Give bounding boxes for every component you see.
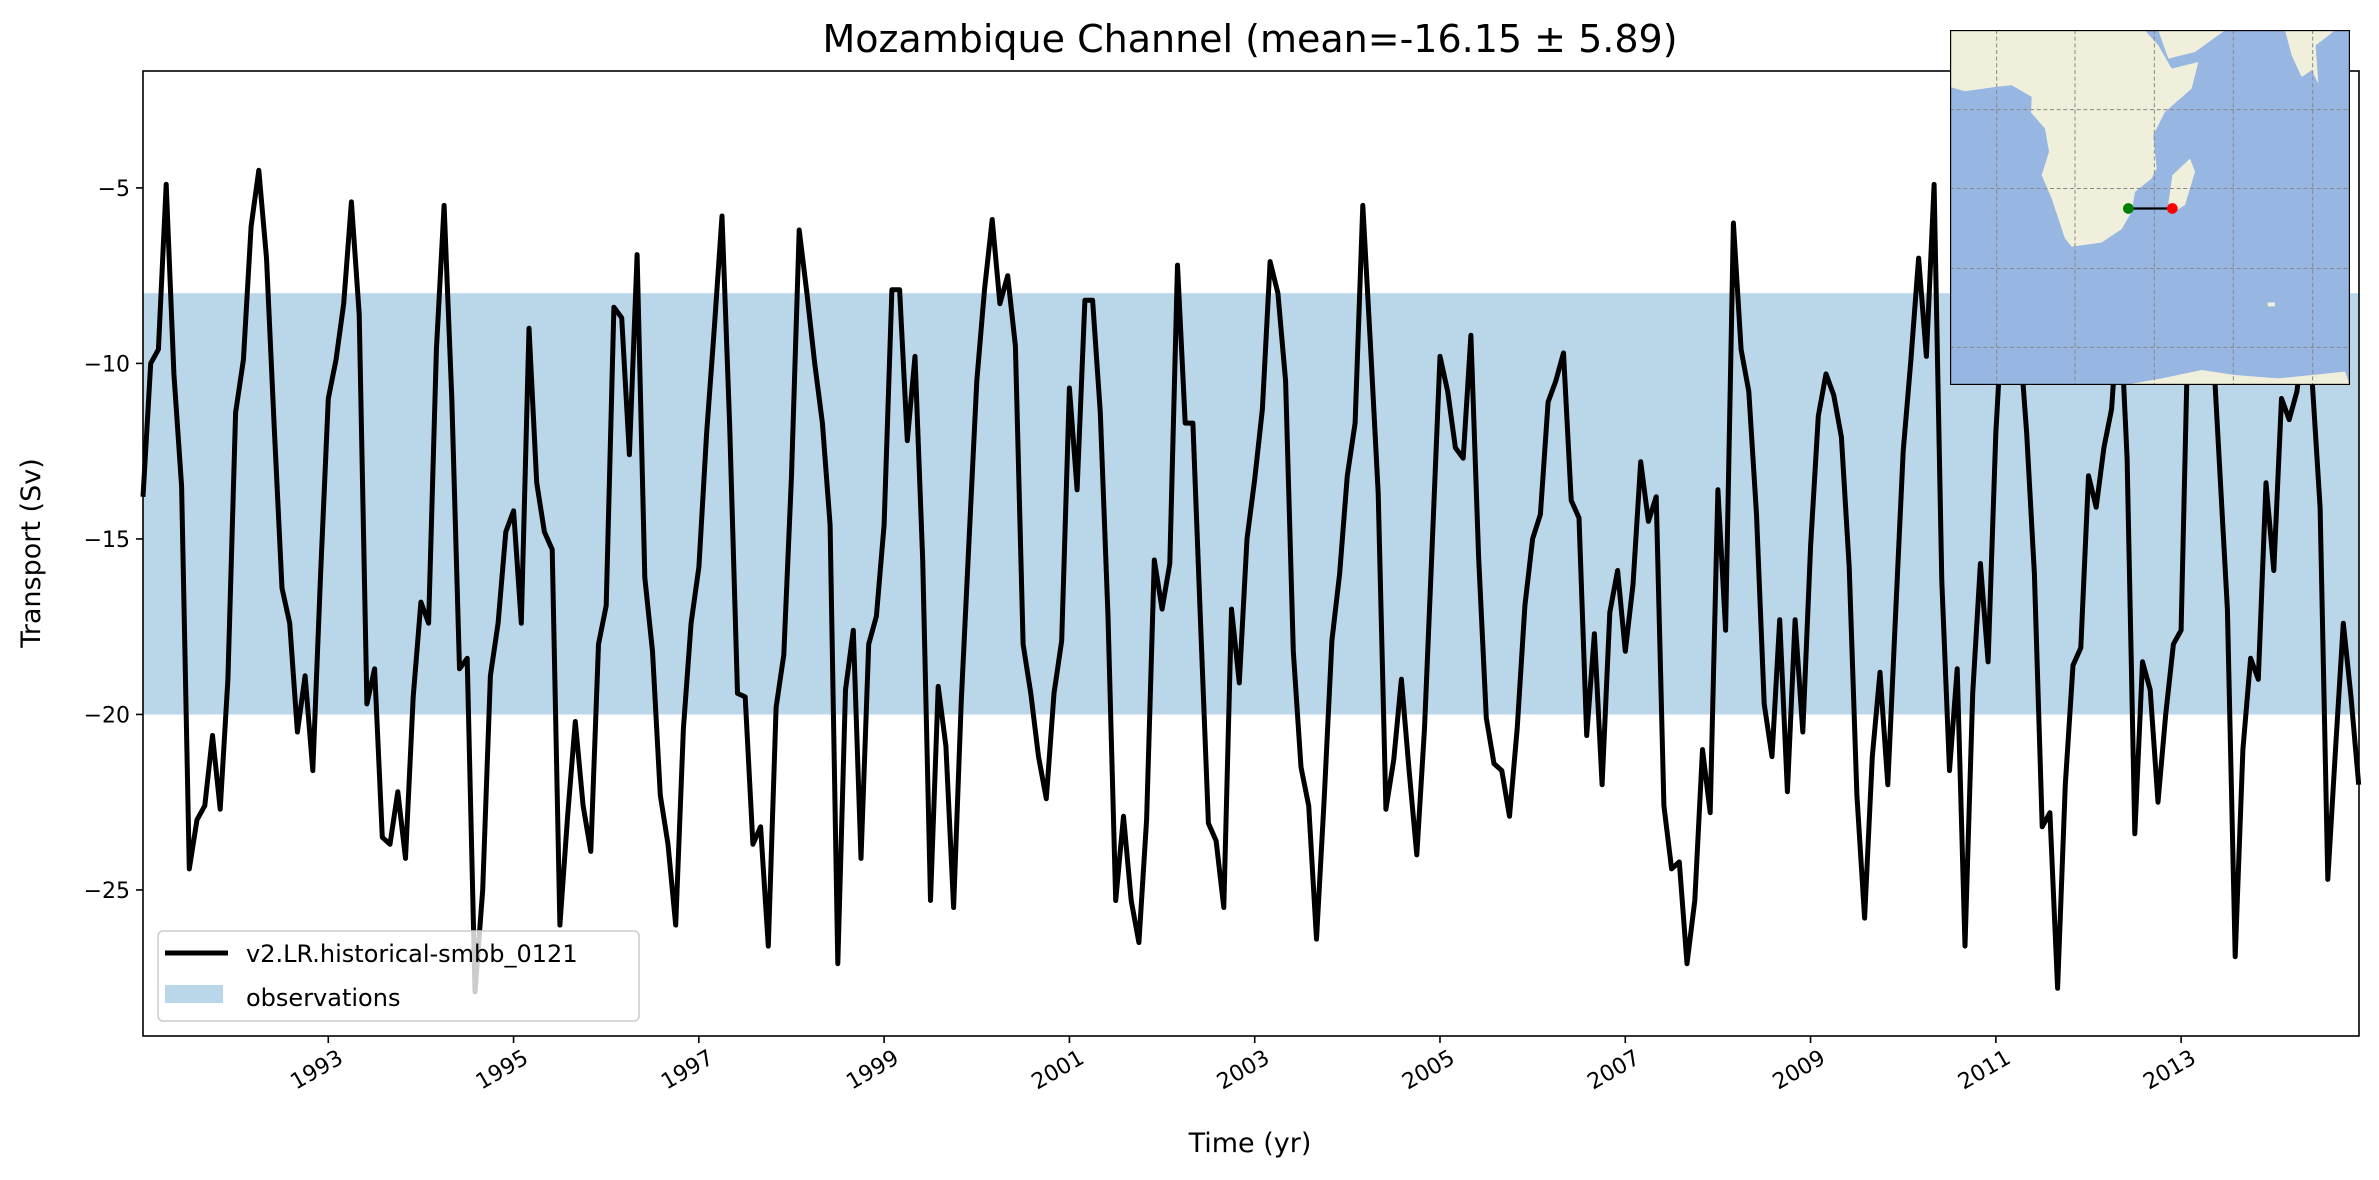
- map-antarctica: [2125, 370, 2350, 385]
- x-tick-label: 2013: [2139, 1046, 2200, 1096]
- y-tick-label: −10: [84, 352, 130, 377]
- map-africa: [1950, 30, 2199, 247]
- legend: v2.LR.historical-smbb_0121 observations: [157, 930, 640, 1022]
- map-madagascar: [2168, 158, 2195, 210]
- x-tick-label: 2009: [1769, 1046, 1830, 1096]
- x-axis-label: Time (yr): [1188, 1128, 1312, 1159]
- x-tick-label: 1997: [657, 1046, 718, 1096]
- y-tick-label: −15: [84, 528, 130, 553]
- legend-series-label: v2.LR.historical-smbb_0121: [246, 940, 578, 968]
- y-axis: −5 −10 −15 −20 −25: [84, 177, 143, 904]
- map-india: [2285, 30, 2335, 84]
- x-tick-label: 2001: [1028, 1046, 1089, 1096]
- x-tick-label: 2005: [1398, 1046, 1459, 1096]
- section-start-marker: [2123, 203, 2134, 214]
- x-tick-label: 2003: [1213, 1046, 1274, 1096]
- x-axis: 1993 1995 1997 1999 2001 2003 2005 2007 2009 2011…: [287, 1036, 2200, 1096]
- section-end-marker: [2167, 203, 2178, 214]
- y-axis-label: Transport (Sv): [16, 458, 47, 648]
- map-arabia: [2158, 30, 2225, 59]
- x-tick-label: 1995: [472, 1046, 533, 1096]
- map-island: [2267, 302, 2275, 307]
- x-tick-label: 2007: [1584, 1046, 1645, 1096]
- x-tick-label: 2011: [1954, 1046, 2015, 1096]
- y-tick-label: −20: [84, 703, 130, 728]
- map-land: [1950, 30, 2350, 385]
- x-tick-label: 1999: [842, 1046, 903, 1096]
- y-tick-label: −5: [98, 177, 130, 202]
- axes-frame: [142, 70, 2360, 1037]
- legend-observations-label: observations: [246, 984, 400, 1012]
- x-tick-label: 1993: [287, 1046, 348, 1096]
- chart-title: Mozambique Channel (mean=-16.15 ± 5.89): [822, 17, 1677, 61]
- legend-band-swatch: [165, 985, 223, 1003]
- inset-map: [1950, 30, 2350, 385]
- y-tick-label: −25: [84, 879, 130, 904]
- series-line: [140, 167, 2362, 995]
